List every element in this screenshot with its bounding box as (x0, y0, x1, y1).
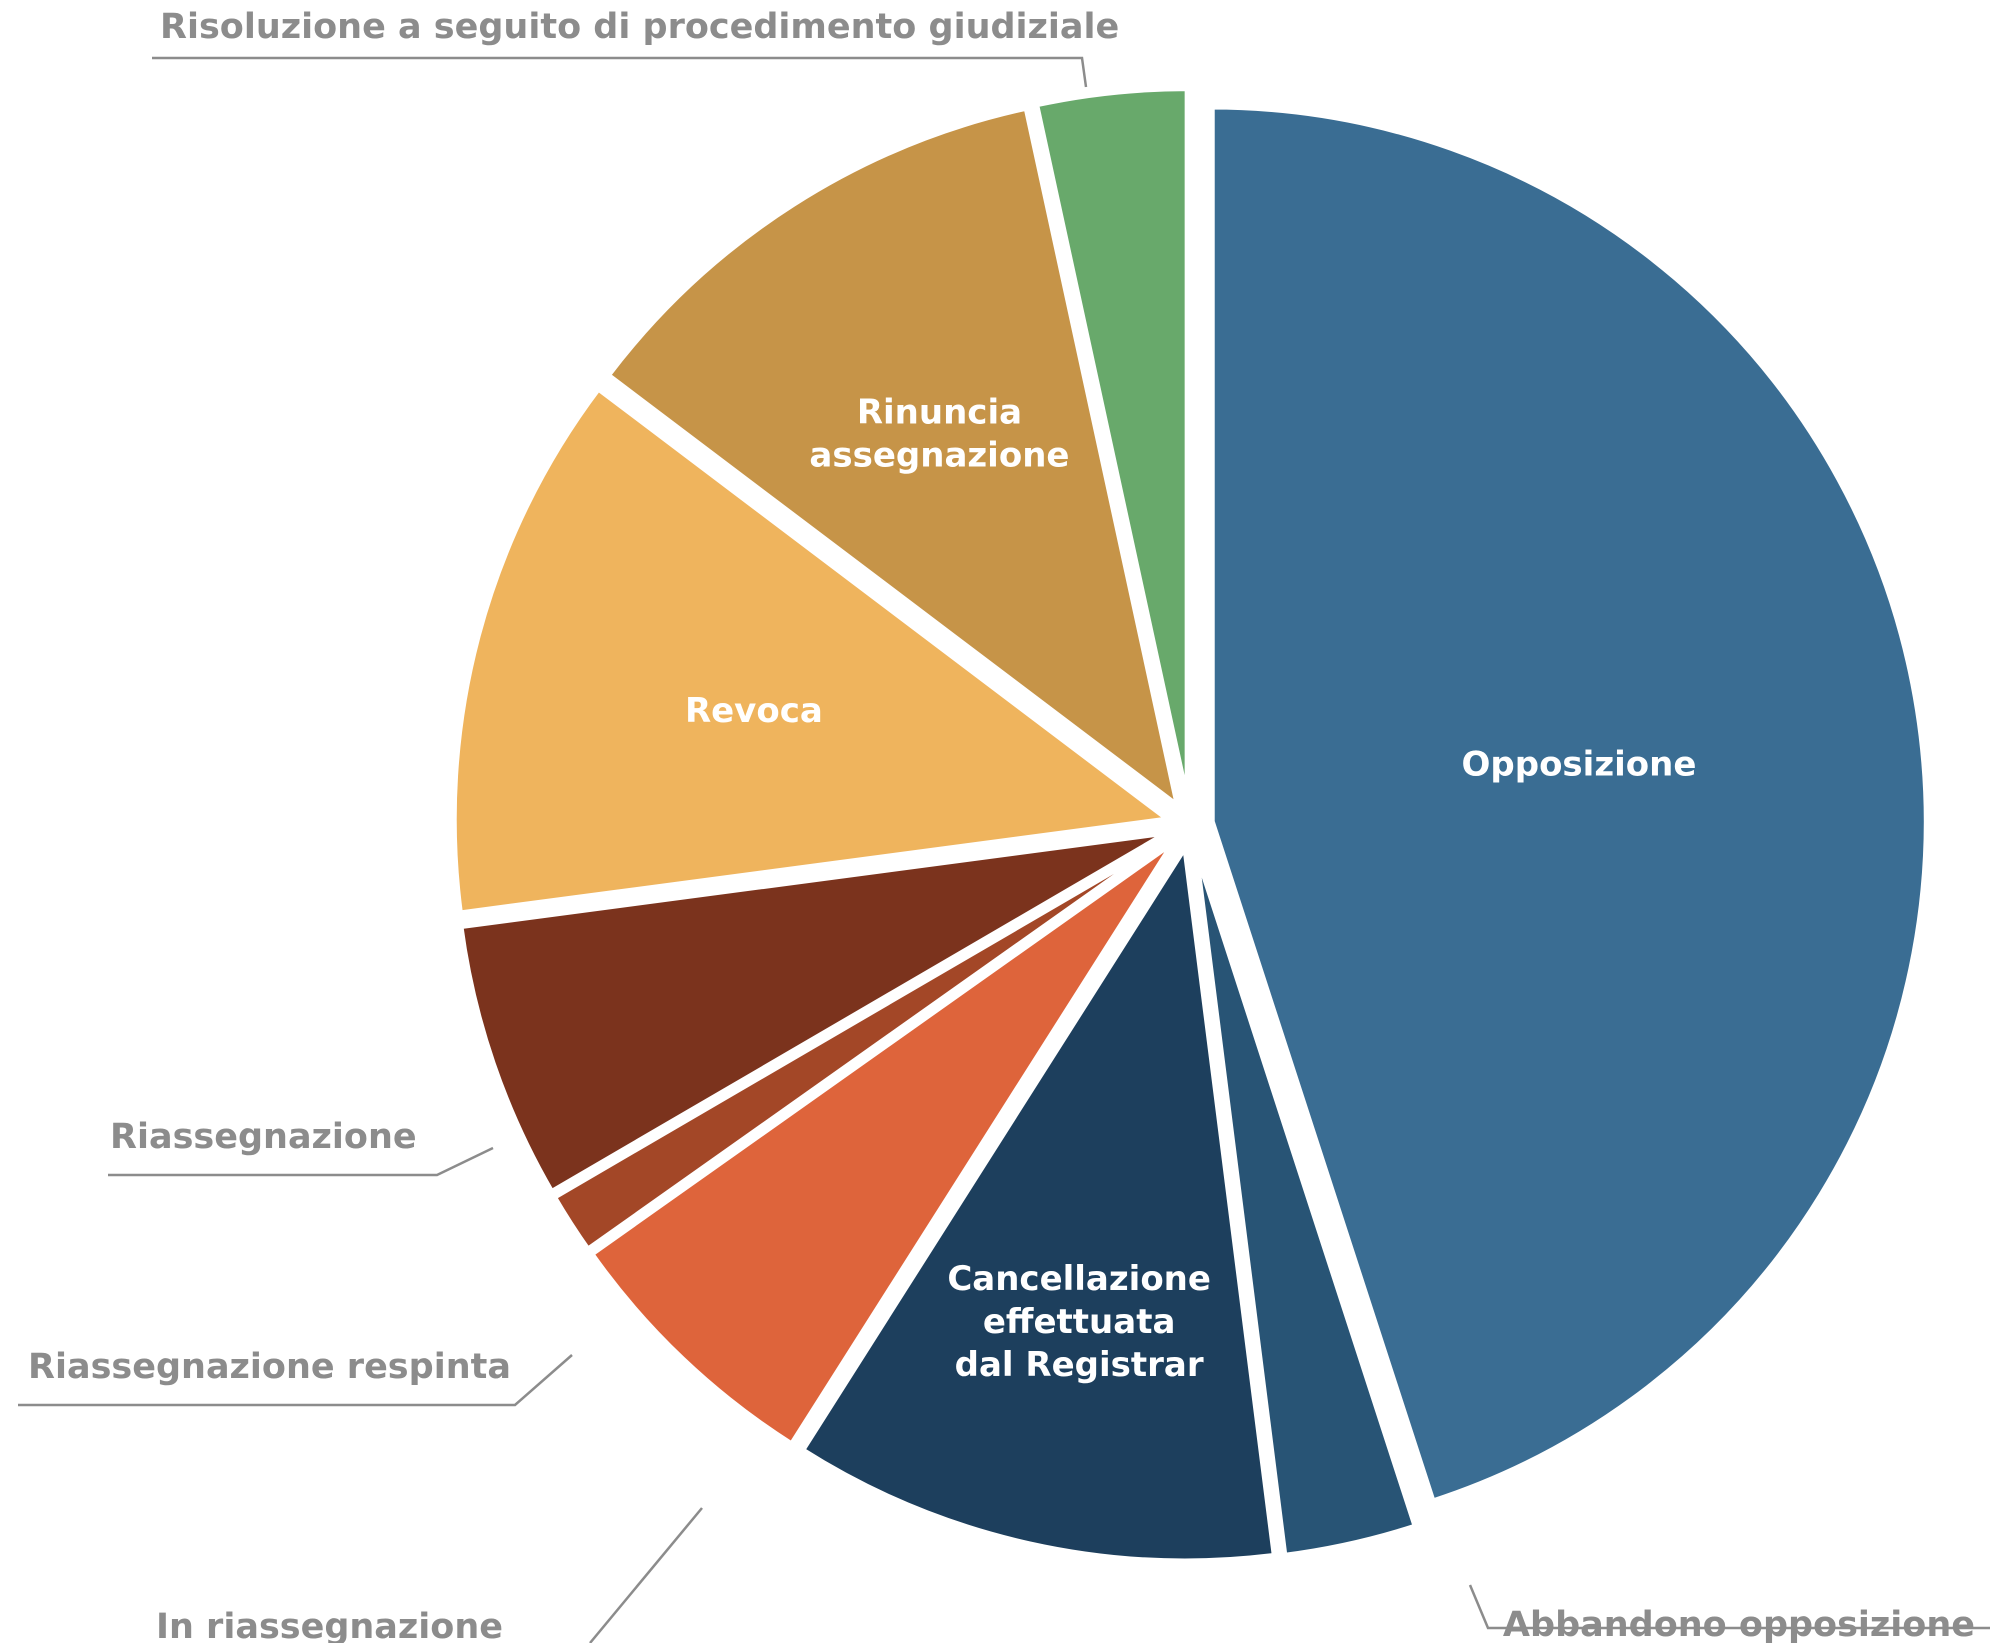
inside-labels: Opposizione Cancellazione effettuata dal Re… (685, 392, 1696, 1385)
slice-label-revoca: Revoca (685, 691, 823, 731)
slice-label-abbandono-opposizione: Abbandono opposizione (1503, 1605, 1975, 1643)
slice-riassegnazione-respinta (550, 833, 1175, 1253)
leader-line-in-riassegnazione (589, 1507, 703, 1643)
slice-label-opposizione: Opposizione (1461, 744, 1696, 784)
slice-revoca (450, 385, 1172, 917)
slice-risoluzione-a-seguito-di-procedimento-giudiziale (1033, 85, 1191, 807)
slice-label-in-riassegnazione: In riassegnazione (156, 1607, 503, 1643)
slice-label-riassegnazione: Riassegnazione (110, 1117, 417, 1157)
leader-line-riassegnazione-respinta (18, 1354, 573, 1407)
leader-line-risoluzione-a-seguito-di-procedimento-giudiziale (152, 56, 1088, 88)
slice-in-riassegnazione (588, 837, 1178, 1448)
leader-line-abbandono-opposizione (1468, 1584, 1990, 1630)
leader-line-riassegnazione (108, 1146, 494, 1177)
pie-slices (450, 85, 1930, 1565)
slice-rinuncia-assegnazione (604, 104, 1182, 810)
outside-labels: Abbandono opposizione In riassegnazione Ri… (18, 7, 1990, 1643)
slice-label-riassegnazione-respinta: Riassegnazione respinta (28, 1347, 511, 1387)
slice-riassegnazione (457, 829, 1173, 1196)
slice-abbandono-opposizione (1191, 843, 1419, 1559)
slice-label-cancellazione-effettuata-dal-registrar: Cancellazione effettuata dal Registrar (947, 1259, 1211, 1385)
slice-cancellazione-effettuata-dal-registrar (799, 843, 1278, 1565)
slice-label-risoluzione-a-seguito-di-procedimento-giudiziale: Risoluzione a seguito di procedimento gi… (160, 7, 1119, 47)
slice-opposizione (1208, 103, 1930, 1505)
slice-label-rinuncia-assegnazione: Rinuncia assegnazione (809, 392, 1069, 475)
